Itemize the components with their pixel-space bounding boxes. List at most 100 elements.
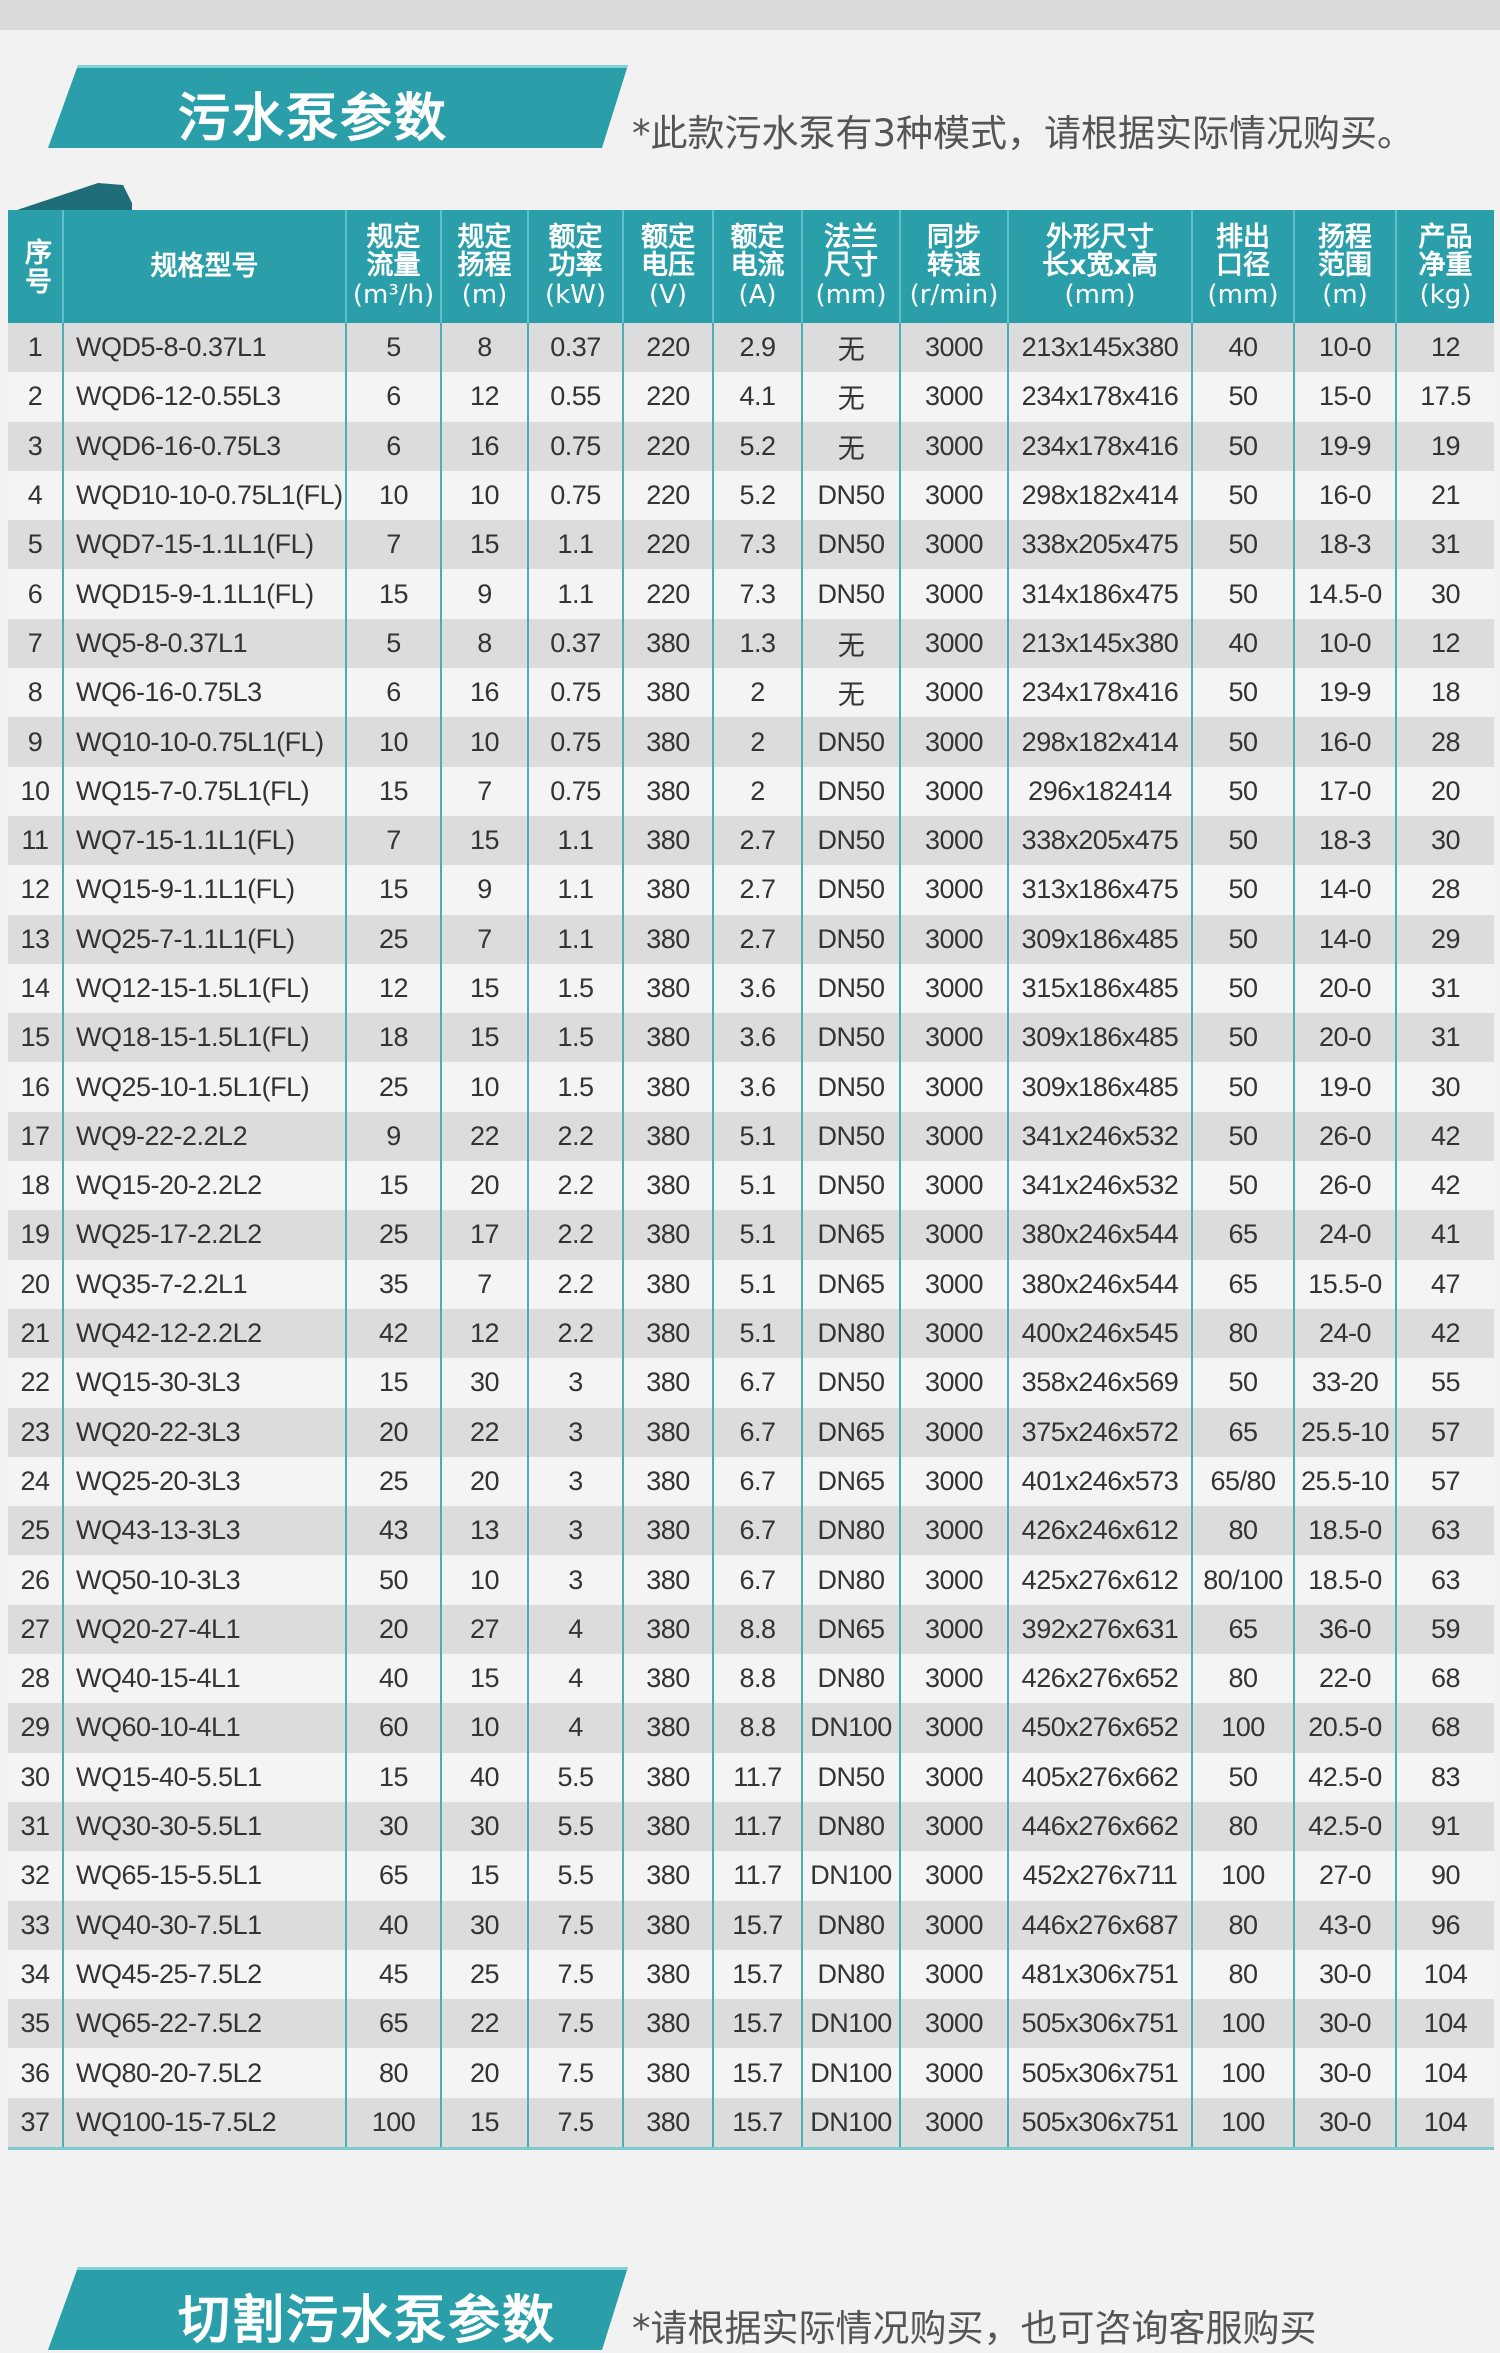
table-row: 16 WQ25-10-1.5L1(FL) 25 10 1.5 380 3.6 DN50 3000… bbox=[8, 1062, 1494, 1112]
table-cell: WQ25-17-2.2L2 bbox=[62, 1210, 346, 1260]
table-cell: 5.2 bbox=[712, 470, 802, 521]
table-cell: 6.7 bbox=[712, 1407, 802, 1457]
table-cell: 380 bbox=[622, 1555, 713, 1605]
table-cell: 50 bbox=[345, 1555, 441, 1605]
table-cell: 380 bbox=[622, 668, 713, 718]
table-cell: 5.1 bbox=[712, 1308, 802, 1359]
table-cell: 30-0 bbox=[1293, 1949, 1396, 2000]
table-cell: 104 bbox=[1395, 1999, 1494, 2049]
table-cell: 3000 bbox=[899, 1456, 1008, 1507]
table-cell: 15 bbox=[440, 2097, 528, 2150]
table-cell: 57 bbox=[1395, 1456, 1494, 1507]
table-header-row: 序号 规格型号 规定流量 (m³/h) 规定扬程 (m) 额定功率 (kW) 额定电压 (V) 额定… bbox=[8, 210, 1494, 323]
table-cell: WQ50-10-3L3 bbox=[62, 1555, 346, 1605]
table-cell: 42 bbox=[1395, 1111, 1494, 1162]
table-cell: 234x178x416 bbox=[1007, 421, 1192, 471]
top-bar bbox=[0, 0, 1500, 30]
table-cell: 30 bbox=[1395, 815, 1494, 866]
table-cell: 42 bbox=[1395, 1161, 1494, 1211]
table-cell: 5.1 bbox=[712, 1259, 802, 1309]
table-cell: 16-0 bbox=[1293, 470, 1396, 521]
table-cell: 18-3 bbox=[1293, 520, 1396, 570]
table-cell: 5 bbox=[345, 618, 441, 669]
table-cell: DN80 bbox=[801, 1900, 900, 1950]
table-cell: 30 bbox=[440, 1801, 528, 1852]
table-cell: 80 bbox=[1191, 1308, 1294, 1359]
table-cell: 234x178x416 bbox=[1007, 668, 1192, 718]
table-cell: 358x246x569 bbox=[1007, 1358, 1192, 1408]
table-cell: 96 bbox=[1395, 1900, 1494, 1950]
table-cell: 15 bbox=[345, 865, 441, 915]
table-cell: 42.5-0 bbox=[1293, 1801, 1396, 1852]
table-cell: 425x276x612 bbox=[1007, 1555, 1192, 1605]
column-header: 同步转速 (r/min) bbox=[899, 210, 1008, 323]
section-title-banner: 污水泵参数 bbox=[48, 65, 628, 148]
table-cell: 2 bbox=[712, 766, 802, 816]
table-cell: 3000 bbox=[899, 1506, 1008, 1556]
table-cell: 380 bbox=[622, 1949, 713, 2000]
table-row: 11 WQ7-15-1.1L1(FL) 7 15 1.1 380 2.7 DN50 3000 33… bbox=[8, 815, 1494, 866]
table-cell: WQD10-10-0.75L1(FL) bbox=[62, 470, 346, 521]
column-header-unit: (m) bbox=[1322, 279, 1368, 310]
table-cell: 452x276x711 bbox=[1007, 1851, 1192, 1901]
table-cell: 5.5 bbox=[527, 1851, 623, 1901]
table-cell: 28 bbox=[1395, 865, 1494, 915]
table-cell: 3000 bbox=[899, 963, 1008, 1014]
table-cell: WQ40-30-7.5L1 bbox=[62, 1900, 346, 1950]
table-cell: 0.37 bbox=[527, 323, 623, 373]
table-cell: 2.2 bbox=[527, 1161, 623, 1211]
table-cell: 8 bbox=[440, 323, 528, 373]
table-cell: 3000 bbox=[899, 1604, 1008, 1655]
table-cell: 无 bbox=[801, 618, 900, 669]
table-cell: 104 bbox=[1395, 2048, 1494, 2098]
table-cell: 3000 bbox=[899, 1851, 1008, 1901]
table-cell: WQ18-15-1.5L1(FL) bbox=[62, 1013, 346, 1063]
column-header: 额定电压 (V) bbox=[622, 210, 713, 323]
table-cell: 5.1 bbox=[712, 1210, 802, 1260]
table-cell: 10 bbox=[345, 717, 441, 767]
table-cell: 3000 bbox=[899, 1752, 1008, 1802]
table-cell: 33 bbox=[8, 1900, 63, 1950]
table-cell: 3000 bbox=[899, 1259, 1008, 1309]
table-cell: 1.5 bbox=[527, 963, 623, 1014]
table-cell: WQ65-22-7.5L2 bbox=[62, 1999, 346, 2049]
table-cell: 7.3 bbox=[712, 569, 802, 619]
table-cell: 0.37 bbox=[527, 618, 623, 669]
table-cell: 12 bbox=[8, 865, 63, 915]
table-cell: 42 bbox=[1395, 1308, 1494, 1359]
table-cell: 65 bbox=[1191, 1210, 1294, 1260]
table-cell: 68 bbox=[1395, 1703, 1494, 1753]
table-cell: 380 bbox=[622, 2097, 713, 2150]
table-cell: 3000 bbox=[899, 1999, 1008, 2049]
table-cell: 24-0 bbox=[1293, 1308, 1396, 1359]
table-cell: 65 bbox=[1191, 1407, 1294, 1457]
table-cell: 11.7 bbox=[712, 1851, 802, 1901]
table-cell: 5.2 bbox=[712, 421, 802, 471]
table-cell: 50 bbox=[1191, 1358, 1294, 1408]
column-header: 法兰尺寸 (mm) bbox=[801, 210, 900, 323]
table-cell: 450x276x652 bbox=[1007, 1703, 1192, 1753]
table-cell: 6 bbox=[345, 668, 441, 718]
table-cell: 380 bbox=[622, 1752, 713, 1802]
table-cell: 234x178x416 bbox=[1007, 372, 1192, 422]
table-cell: 8 bbox=[440, 618, 528, 669]
table-cell: 3 bbox=[8, 421, 63, 471]
table-cell: 2.2 bbox=[527, 1111, 623, 1162]
table-cell: 24-0 bbox=[1293, 1210, 1396, 1260]
table-cell: DN65 bbox=[801, 1407, 900, 1457]
table-cell: 40 bbox=[1191, 323, 1294, 373]
table-cell: 15.7 bbox=[712, 1900, 802, 1950]
table-cell: 18-3 bbox=[1293, 815, 1396, 866]
section-title: 污水泵参数 bbox=[178, 89, 449, 149]
column-header-label: 规定扬程 bbox=[457, 221, 512, 281]
table-cell: 0.75 bbox=[527, 717, 623, 767]
table-cell: 11.7 bbox=[712, 1752, 802, 1802]
table-cell: 27 bbox=[440, 1604, 528, 1655]
table-cell: 10 bbox=[440, 1062, 528, 1112]
table-cell: 380 bbox=[622, 1308, 713, 1359]
table-cell: 380 bbox=[622, 1900, 713, 1950]
table-cell: WQ6-16-0.75L3 bbox=[62, 668, 346, 718]
section-note-2: *请根据实际情况购买，也可咨询客服购买 bbox=[632, 2307, 1317, 2350]
table-cell: 0.75 bbox=[527, 421, 623, 471]
table-cell: 9 bbox=[345, 1111, 441, 1162]
